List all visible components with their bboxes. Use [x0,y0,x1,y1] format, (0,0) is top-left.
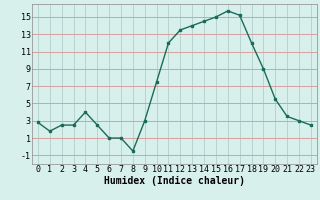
X-axis label: Humidex (Indice chaleur): Humidex (Indice chaleur) [104,176,245,186]
